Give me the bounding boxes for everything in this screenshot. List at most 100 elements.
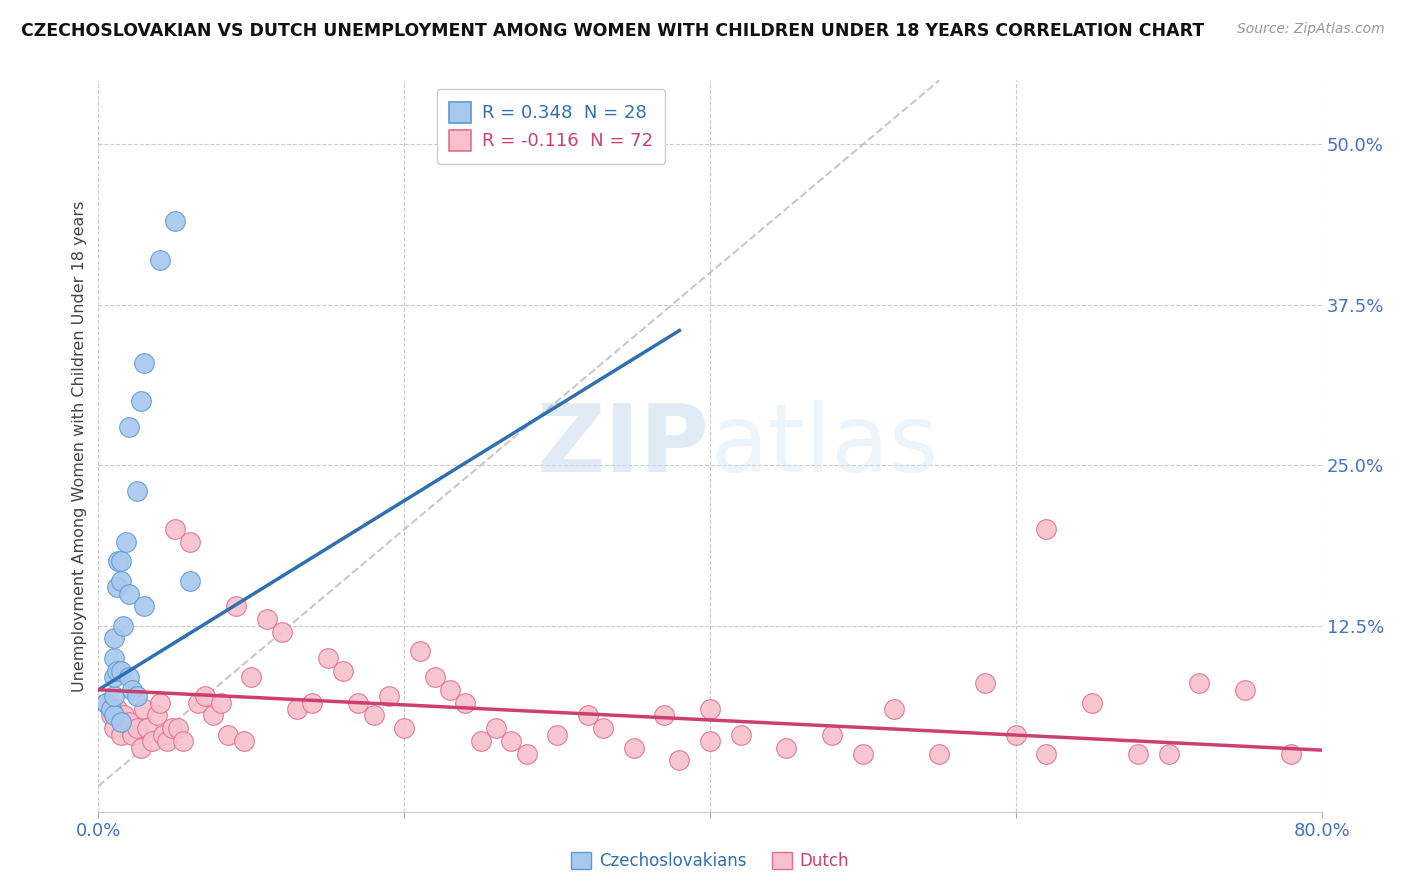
Point xyxy=(94,696,117,710)
Point xyxy=(775,740,797,755)
Point xyxy=(141,734,163,748)
Point xyxy=(136,721,159,735)
Point xyxy=(100,708,122,723)
Point xyxy=(110,554,132,568)
Point xyxy=(110,728,132,742)
Point xyxy=(699,734,721,748)
Point xyxy=(103,690,125,704)
Point xyxy=(623,740,645,755)
Point xyxy=(160,721,183,735)
Point xyxy=(103,650,125,665)
Point xyxy=(118,586,141,600)
Point xyxy=(392,721,416,735)
Point xyxy=(1081,696,1104,710)
Point xyxy=(145,708,167,723)
Point xyxy=(974,676,997,690)
Point xyxy=(730,728,752,742)
Point xyxy=(125,483,148,498)
Point xyxy=(470,734,492,748)
Point xyxy=(94,696,117,710)
Point xyxy=(110,574,132,588)
Point xyxy=(100,702,122,716)
Point xyxy=(103,632,125,646)
Point xyxy=(149,696,172,710)
Point xyxy=(110,664,132,678)
Point xyxy=(118,670,141,684)
Point xyxy=(115,535,138,549)
Point xyxy=(1035,523,1057,537)
Point xyxy=(194,690,217,704)
Point xyxy=(110,714,132,729)
Point xyxy=(179,535,201,549)
Point xyxy=(118,714,141,729)
Point xyxy=(546,728,568,742)
Point xyxy=(187,696,209,710)
Point xyxy=(485,721,508,735)
Point xyxy=(118,419,141,434)
Point xyxy=(105,580,128,594)
Point xyxy=(103,670,125,684)
Point xyxy=(301,696,323,710)
Text: CZECHOSLOVAKIAN VS DUTCH UNEMPLOYMENT AMONG WOMEN WITH CHILDREN UNDER 18 YEARS C: CZECHOSLOVAKIAN VS DUTCH UNEMPLOYMENT AM… xyxy=(21,22,1205,40)
Point xyxy=(240,670,263,684)
Point xyxy=(316,650,339,665)
Text: Source: ZipAtlas.com: Source: ZipAtlas.com xyxy=(1237,22,1385,37)
Point xyxy=(1234,682,1257,697)
Point xyxy=(347,696,370,710)
Point xyxy=(1188,676,1211,690)
Point xyxy=(163,523,186,537)
Point xyxy=(332,664,354,678)
Point xyxy=(501,734,523,748)
Point xyxy=(652,708,675,723)
Point xyxy=(592,721,614,735)
Text: ZIP: ZIP xyxy=(537,400,710,492)
Point xyxy=(256,612,278,626)
Point xyxy=(423,670,446,684)
Point xyxy=(576,708,599,723)
Point xyxy=(152,728,174,742)
Point xyxy=(454,696,477,710)
Legend: Czechoslovakians, Dutch: Czechoslovakians, Dutch xyxy=(564,845,856,877)
Point xyxy=(111,618,134,632)
Point xyxy=(121,682,143,697)
Point xyxy=(107,554,129,568)
Point xyxy=(1035,747,1057,761)
Point xyxy=(1128,747,1150,761)
Point xyxy=(125,721,148,735)
Point xyxy=(105,702,128,716)
Point xyxy=(179,574,201,588)
Point xyxy=(172,734,194,748)
Point xyxy=(134,599,156,614)
Point xyxy=(821,728,844,742)
Point xyxy=(1004,728,1026,742)
Point xyxy=(129,394,152,409)
Point xyxy=(883,702,905,716)
Point xyxy=(439,682,461,697)
Point xyxy=(1279,747,1302,761)
Point xyxy=(232,734,254,748)
Point xyxy=(129,740,152,755)
Point xyxy=(167,721,190,735)
Point xyxy=(408,644,430,658)
Point xyxy=(217,728,239,742)
Point xyxy=(202,708,225,723)
Point xyxy=(112,708,135,723)
Point xyxy=(668,753,690,767)
Point xyxy=(363,708,385,723)
Point xyxy=(270,625,292,640)
Point xyxy=(103,708,125,723)
Point xyxy=(134,702,156,716)
Point xyxy=(209,696,232,710)
Y-axis label: Unemployment Among Women with Children Under 18 years: Unemployment Among Women with Children U… xyxy=(72,201,87,691)
Point xyxy=(121,728,143,742)
Point xyxy=(103,721,125,735)
Point xyxy=(105,664,128,678)
Point xyxy=(699,702,721,716)
Point xyxy=(134,355,156,369)
Point xyxy=(852,747,875,761)
Point xyxy=(516,747,538,761)
Point xyxy=(1157,747,1180,761)
Point xyxy=(149,252,172,267)
Point xyxy=(156,734,179,748)
Text: atlas: atlas xyxy=(710,400,938,492)
